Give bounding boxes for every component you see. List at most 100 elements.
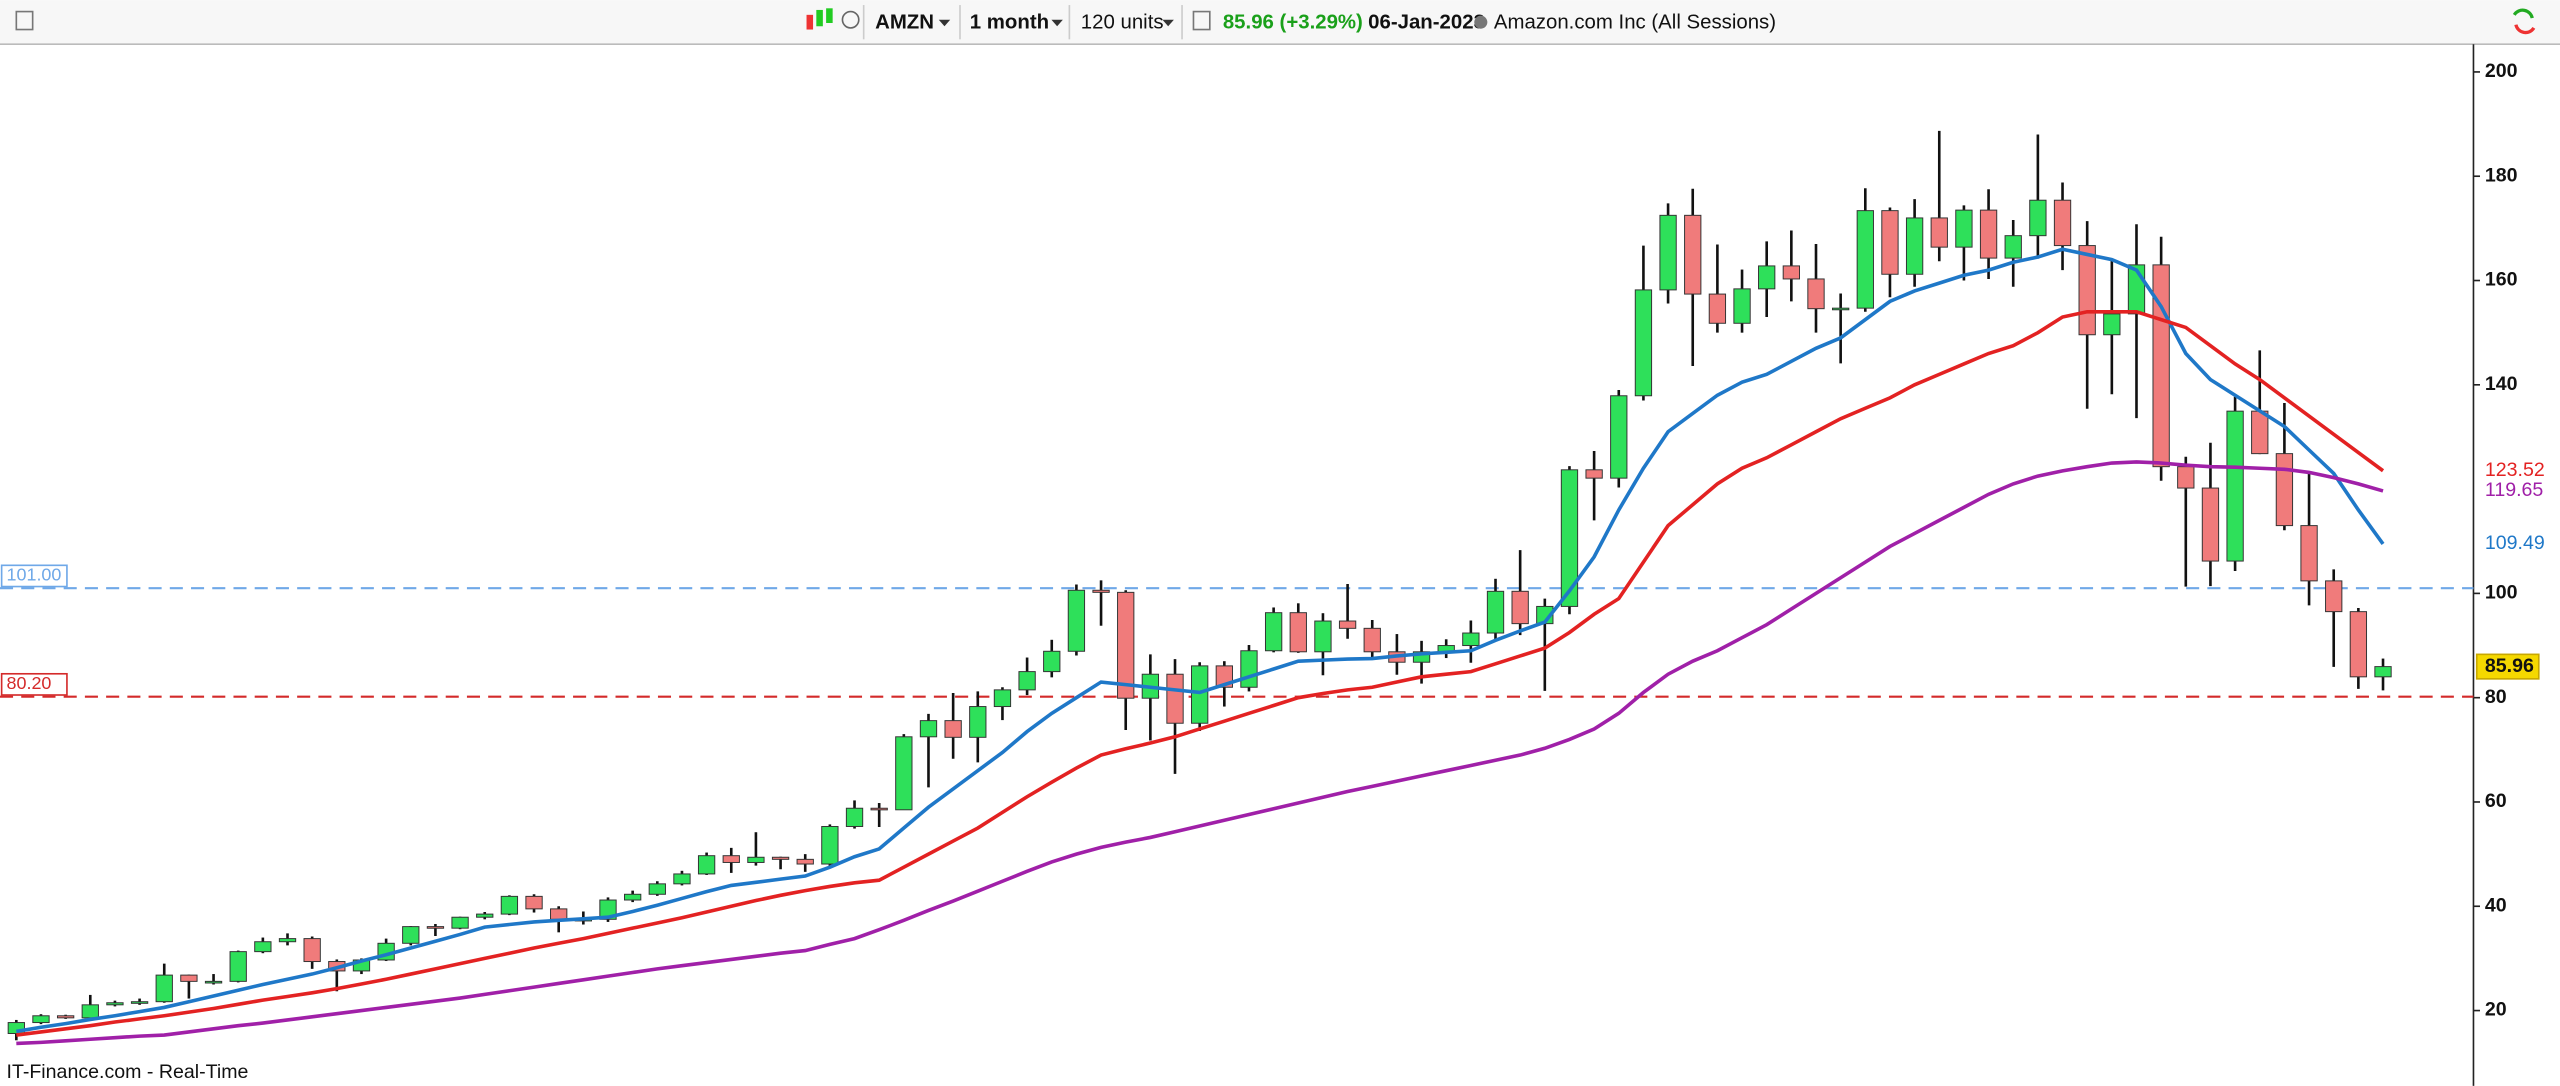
dropdown-arrow[interactable]	[1051, 19, 1063, 27]
candle-body	[1412, 651, 1431, 663]
candle-body	[1881, 210, 1899, 275]
ma-line	[16, 247, 2385, 1034]
candle-body	[2053, 199, 2072, 247]
candle-body	[722, 855, 740, 863]
candle-body	[1018, 671, 1036, 691]
instrument-name: Amazon.com Inc (All Sessions)	[1494, 11, 1776, 33]
candle-body	[673, 873, 691, 885]
candle-body	[1043, 650, 1061, 673]
candle-body	[229, 951, 247, 982]
candle-body	[2078, 245, 2096, 336]
candle-body	[944, 720, 962, 738]
candle-body	[180, 974, 198, 982]
candle-body	[845, 807, 864, 827]
y-tick-label: 140	[2485, 373, 2518, 395]
ma-line	[16, 460, 2384, 1046]
candle-body	[1314, 620, 1332, 653]
y-tick-label: 60	[2485, 790, 2507, 812]
candle-body	[402, 926, 420, 944]
ma-value-box	[2476, 459, 2543, 483]
y-tick-label: 100	[2485, 582, 2518, 604]
candle-body	[796, 858, 814, 865]
candle-body	[2251, 410, 2269, 455]
candle-body	[2325, 580, 2343, 613]
candle-body	[1240, 650, 1258, 688]
candle-body	[1191, 665, 1209, 724]
candle-body	[1289, 612, 1307, 653]
dropdown-arrow[interactable]	[938, 19, 951, 27]
candle-body	[2300, 525, 2318, 582]
candle-body	[1264, 612, 1283, 652]
candle-body	[648, 883, 666, 895]
info-icon[interactable]	[1192, 10, 1211, 31]
candle-body	[426, 926, 445, 929]
units[interactable]: 120 units	[1081, 11, 1164, 33]
candle-body	[1363, 627, 1381, 653]
candles	[7, 130, 2392, 1041]
dropdown-arrow[interactable]	[1162, 19, 1174, 27]
refresh-icon[interactable]	[2512, 8, 2536, 35]
candle-body	[2103, 313, 2121, 336]
toolbar-icon[interactable]	[15, 10, 34, 31]
candle-body	[1067, 589, 1086, 652]
candle-body	[1462, 632, 1480, 647]
chart-icon[interactable]	[806, 8, 833, 30]
candle-body	[1511, 590, 1529, 625]
candle-body	[1832, 307, 1850, 311]
candle-body	[1634, 289, 1653, 397]
candle-body	[1659, 214, 1677, 291]
candle-body	[1117, 591, 1135, 699]
candle-body	[1979, 209, 1998, 259]
candle-body	[550, 908, 568, 920]
date: 06-Jan-2023	[1368, 11, 1485, 33]
candle-body	[2349, 611, 2368, 678]
last-price: 85.96 (+3.29%)	[1223, 11, 1363, 33]
candle-body	[2004, 235, 2022, 259]
ma-value-label: 109.49	[2485, 532, 2545, 554]
candle-body	[697, 855, 716, 875]
last-price-label: 85.96	[2485, 655, 2534, 677]
candle-body	[1486, 590, 1505, 634]
y-tick-label: 20	[2485, 999, 2507, 1021]
candle-body	[993, 689, 1012, 708]
candle-body	[2275, 453, 2294, 527]
candle-body	[1610, 395, 1628, 479]
candle-body	[870, 807, 888, 811]
y-tick-label: 200	[2485, 60, 2518, 82]
y-tick-label: 80	[2485, 686, 2507, 708]
candle-body	[2226, 410, 2244, 562]
candle-body	[278, 938, 297, 943]
level-label: 80.20	[7, 673, 52, 693]
toolbar-icon[interactable]	[841, 10, 860, 29]
candle-body	[155, 974, 173, 1003]
candle-body	[476, 913, 494, 918]
candle-body	[525, 895, 543, 910]
candle-body	[1758, 265, 1776, 290]
candle-body	[1733, 288, 1751, 324]
symbol[interactable]: AMZN	[875, 11, 934, 33]
candle-body	[1955, 209, 1973, 248]
level-label-box	[0, 672, 68, 696]
ma-value-label: 123.52	[2485, 459, 2545, 481]
candle-body	[204, 980, 223, 984]
candle-body	[1905, 217, 1924, 275]
footer: IT-Finance.com - Real-Time	[7, 1061, 249, 1083]
candle-body	[821, 825, 839, 865]
candle-body	[1782, 265, 1800, 280]
candle-body	[2201, 487, 2220, 562]
candle-body	[130, 1001, 149, 1004]
ma-value-label: 119.65	[2485, 479, 2544, 501]
candle-body	[1807, 278, 1825, 310]
candle-body	[32, 1015, 50, 1024]
candle-body	[1684, 214, 1702, 295]
candle-body	[2374, 666, 2392, 678]
candle-body	[624, 893, 642, 901]
y-tick-label: 160	[2485, 269, 2518, 291]
interval[interactable]: 1 month	[970, 11, 1049, 33]
candle-body	[1930, 217, 1948, 248]
y-tick-label: 40	[2485, 894, 2507, 916]
candle-body	[1092, 589, 1110, 593]
candle-body	[1856, 210, 1874, 309]
